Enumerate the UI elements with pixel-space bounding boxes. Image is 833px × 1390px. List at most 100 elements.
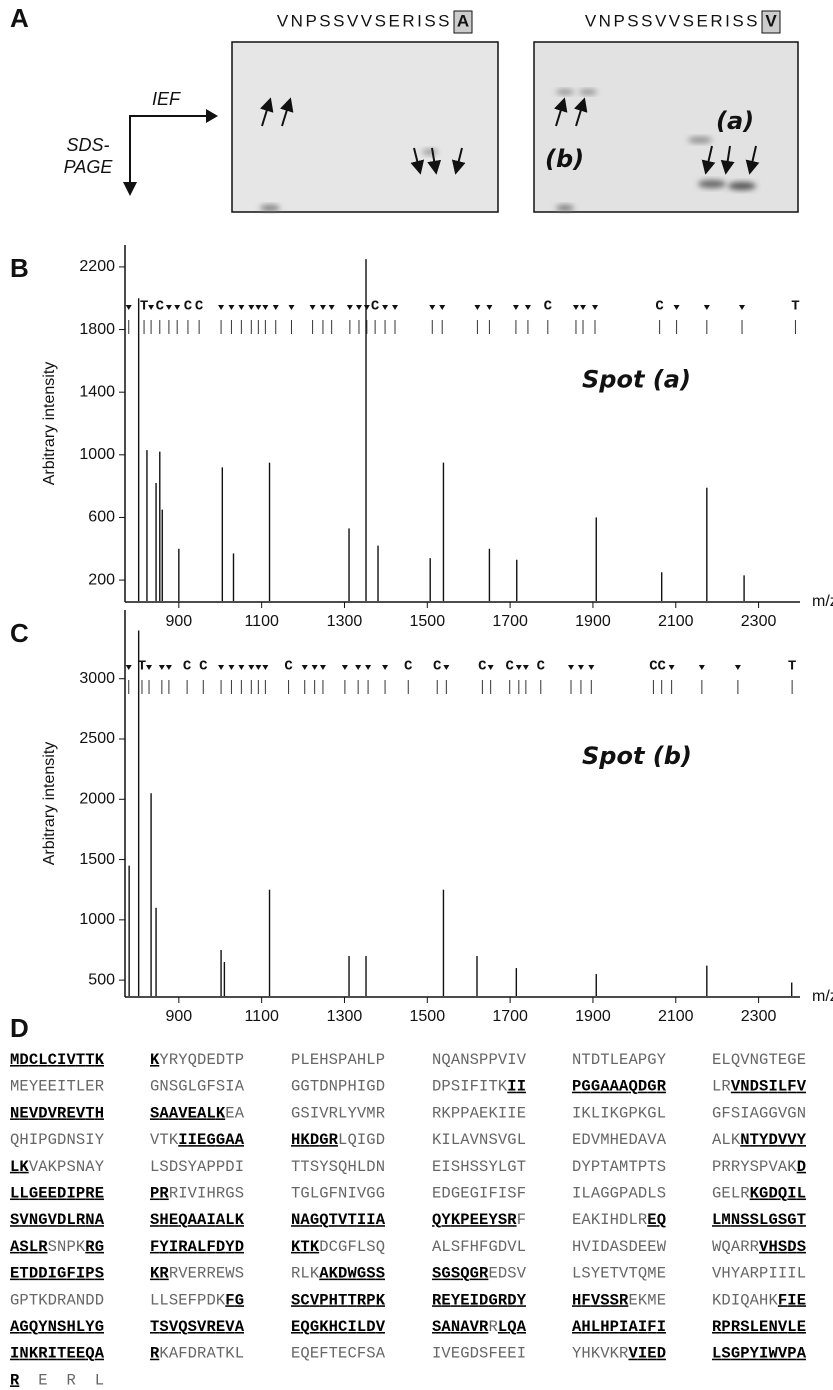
sequence-cell: INKRITEEQA — [10, 1345, 105, 1363]
sequence-cell: PRRYSPVAKD — [712, 1158, 806, 1176]
marker-label: C — [156, 299, 165, 315]
gel — [533, 41, 799, 213]
residue-run: SVNGVDLRNA — [10, 1211, 105, 1229]
residue-run: SANAVR — [432, 1318, 489, 1336]
x-axis-label: m/z — [812, 988, 833, 1005]
residue-run: LQA — [498, 1318, 527, 1336]
residue-run: KILAVNSVGL — [432, 1131, 526, 1149]
sequence-cell: PLEHSPAHLP — [291, 1051, 385, 1069]
residue-run: VIED — [628, 1345, 666, 1363]
sequence-cell: DPSIFITKII — [432, 1078, 526, 1096]
sequence-cell: TGLGFNIVGG — [291, 1185, 385, 1203]
marker-label: T — [788, 659, 796, 675]
ief-label: IEF — [152, 89, 181, 109]
sequence-cell: YHKVKRVIED — [572, 1345, 666, 1363]
sequence-cell: MEYEEITLER — [10, 1078, 104, 1096]
marker-triangle — [328, 305, 335, 310]
residue-run: IIEGGAA — [178, 1131, 244, 1149]
y-axis-label: Arbitrary intensity — [41, 362, 58, 486]
marker-triangle — [487, 665, 494, 670]
marker-triangle — [363, 305, 370, 310]
marker-triangle — [668, 665, 675, 670]
marker-triangle — [309, 305, 316, 310]
x-tick-label: 2100 — [658, 613, 694, 630]
x-tick-label: 900 — [165, 613, 192, 630]
sequence-cell: LLGEEDIPRE — [10, 1185, 104, 1203]
sequence-cell: ASLRSNPKRG — [10, 1238, 104, 1256]
sequence-cell: ELQVNGTEGE — [712, 1051, 806, 1069]
x-tick-label: 1100 — [244, 613, 279, 630]
panel-label: B — [10, 253, 29, 283]
residue-run: LR — [712, 1078, 731, 1096]
residue-run: SGSQGR — [432, 1265, 489, 1283]
marker-triangle — [382, 305, 389, 310]
sequence-cell: GPTKDRANDD — [10, 1291, 104, 1309]
residue-run: LLGEEDIPRE — [10, 1185, 104, 1203]
sequence-cell: RKPPAEKIIE — [432, 1104, 526, 1122]
y-tick-label: 600 — [88, 509, 115, 526]
residue-run: R — [10, 1371, 20, 1389]
marker-triangle — [592, 305, 599, 310]
residue-run: PLEHSPAHLP — [291, 1051, 385, 1069]
residue-run: KGDQIL — [750, 1185, 806, 1203]
residue-run: QYKPEEYSR — [432, 1211, 517, 1229]
residue-run: PGGAAAQDGR — [572, 1078, 667, 1096]
residue-run: DCGFLSQ — [319, 1238, 385, 1256]
residue-run: EDGEGIFISF — [432, 1185, 526, 1203]
residue: A — [457, 11, 469, 30]
residue-run: GPTKDRANDD — [10, 1291, 104, 1309]
marker-triangle — [739, 305, 746, 310]
residue-run: D — [797, 1158, 806, 1176]
x-tick-label: 2300 — [741, 613, 777, 630]
sequence-cell: TSVQSVREVA — [150, 1318, 245, 1336]
residue-run: EA — [225, 1104, 244, 1122]
y-tick-label: 1800 — [79, 321, 115, 338]
sequence-cell: NTDTLEAPGY — [572, 1051, 667, 1069]
sequence-cell: EDVMHEDAVA — [572, 1131, 667, 1149]
residue-run: EQEFTECFSA — [291, 1345, 386, 1363]
residue-run: AHLHPIAIFI — [572, 1318, 666, 1336]
sequence-cell: KTKDCGFLSQ — [291, 1238, 385, 1256]
y-tick-label: 200 — [88, 571, 115, 588]
residue-run: FYIRALFDYD — [150, 1238, 244, 1256]
sequence-cell: NQANSPPVIV — [432, 1051, 527, 1069]
residue-run: IKLIKGPKGL — [572, 1104, 666, 1122]
sequence-cell: LKVAKPSNAY — [10, 1158, 105, 1176]
sequence-cell: AGQYNSHLYG — [10, 1318, 104, 1336]
sequence-cell: SGSQGREDSV — [432, 1265, 527, 1283]
residue-run: WQARR — [712, 1238, 759, 1256]
residue-run: SAAVEALK — [150, 1104, 226, 1122]
panel-label: A — [10, 3, 29, 33]
sequence-cell: HKDGRLQIGD — [291, 1131, 385, 1149]
sequence-cell: REYEIDGRDY — [432, 1291, 527, 1309]
residue-run: TTSYSQHLDN — [291, 1158, 385, 1176]
sequence-cell: MDCLCIVTTK — [10, 1051, 105, 1069]
x-tick-label: 1700 — [492, 613, 528, 630]
marker-triangle — [346, 305, 353, 310]
marker-label: C — [649, 659, 658, 675]
marker-triangle — [228, 305, 235, 310]
sequence-cell: ALSFHFGDVL — [432, 1238, 526, 1256]
sequence-cell: KDIQAHKFIE — [712, 1291, 806, 1309]
marker-triangle — [255, 305, 262, 310]
x-tick-label: 1500 — [410, 613, 446, 630]
residue-run: EAKIHDLR — [572, 1211, 647, 1229]
marker-label: T — [791, 299, 799, 315]
x-axis-label: m/z — [812, 593, 833, 610]
marker-triangle — [355, 305, 362, 310]
residue-run: KR — [150, 1265, 169, 1283]
panel-label: C — [10, 618, 29, 648]
sds-label: SDS- — [66, 135, 109, 155]
sequence-cell: KRRVERREWS — [150, 1265, 244, 1283]
residue-run: ELQVNGTEGE — [712, 1051, 806, 1069]
residue-run: NEVDVREVTH — [10, 1104, 104, 1122]
marker-triangle — [272, 305, 279, 310]
residue-run: GFSIAGGVGN — [712, 1104, 806, 1122]
marker-triangle — [238, 305, 245, 310]
marker-label: C — [183, 659, 192, 675]
residue-run: LK — [10, 1158, 29, 1176]
residue-run: VTK — [150, 1131, 179, 1149]
sequence-cell: LSYETVTQME — [572, 1265, 666, 1283]
residue-run: ERL — [38, 1371, 104, 1389]
marker-triangle — [512, 305, 519, 310]
